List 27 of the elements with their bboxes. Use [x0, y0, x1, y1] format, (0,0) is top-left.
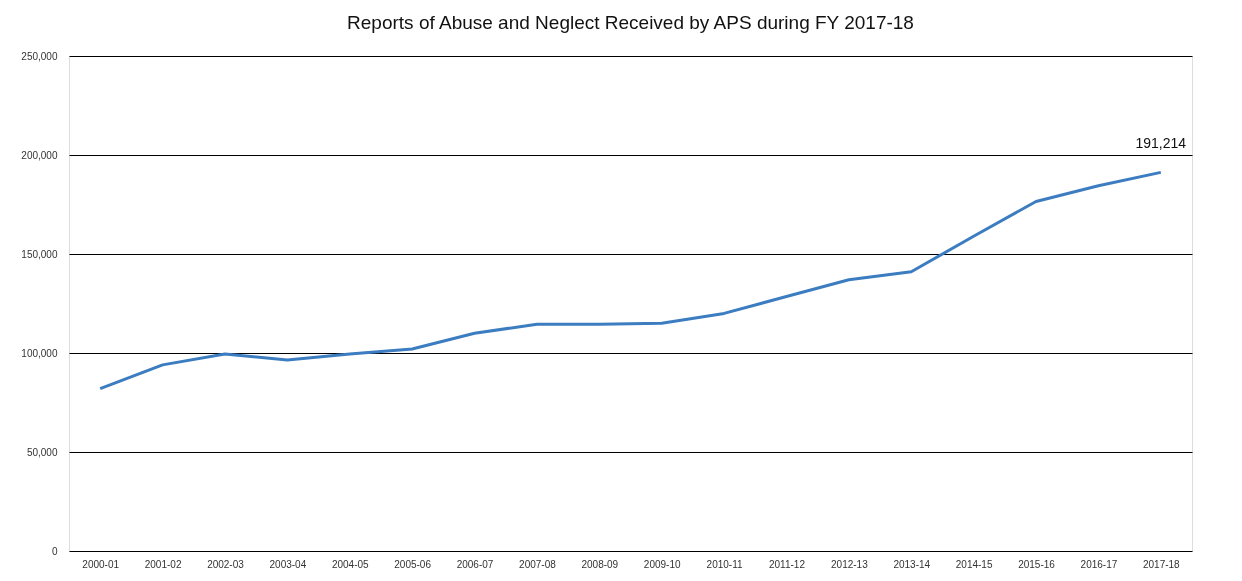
x-tick-label: 2013-14	[893, 558, 931, 570]
y-tick-label: 150,000	[21, 248, 58, 260]
y-tick-label: 200,000	[21, 149, 58, 161]
x-tick-label: 2006-07	[456, 558, 494, 570]
x-tick-label: 2014-15	[955, 558, 993, 570]
x-tick-label: 2017-18	[1142, 558, 1181, 570]
line-series	[98, 170, 1163, 391]
y-tick-label: 0	[51, 545, 58, 557]
x-tick-label: 2007-08	[519, 558, 557, 570]
x-tick-label: 2004-05	[331, 558, 370, 570]
x-tick-label: 2005-06	[394, 558, 432, 570]
x-tick-label: 2002-03	[207, 558, 245, 570]
y-tick-label: 100,000	[21, 347, 58, 359]
y-tick-label: 50,000	[26, 446, 58, 458]
x-tick-label: 2001-02	[144, 558, 182, 570]
x-tick-label: 2008-09	[581, 558, 619, 570]
chart-title: Reports of Abuse and Neglect Received by APS during FY 2017-18	[347, 12, 914, 33]
y-tick-label: 250,000	[21, 50, 58, 62]
x-tick-label: 2011-12	[768, 558, 806, 570]
x-tick-label: 2009-10	[643, 558, 681, 570]
data-label: 191,214	[1135, 135, 1187, 152]
x-tick-label: 2016-17	[1080, 558, 1118, 570]
x-tick-label: 2012-13	[831, 558, 869, 570]
x-tick-label: 2000-01	[82, 558, 120, 570]
x-tick-label: 2015-16	[1018, 558, 1056, 570]
x-tick-label: 2003-04	[269, 558, 307, 570]
x-tick-label: 2010-11	[706, 558, 743, 570]
